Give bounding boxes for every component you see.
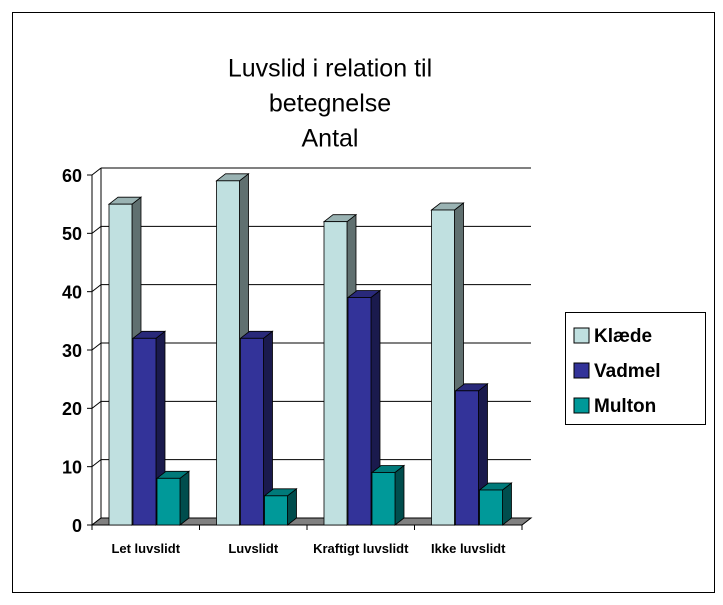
grid-line-side <box>91 459 102 468</box>
bar <box>323 221 348 526</box>
bar <box>479 489 503 526</box>
legend-swatch <box>573 362 590 379</box>
chart-title: betegnelse <box>269 90 391 118</box>
grid-line-side <box>91 284 102 293</box>
x-tick-label: Let luvslidt <box>111 541 181 556</box>
bar <box>108 203 133 526</box>
bar-side <box>179 470 190 526</box>
grid-line-side <box>91 342 102 351</box>
y-tick-label: 0 <box>72 516 82 536</box>
grid-line-side <box>91 400 102 409</box>
bar <box>431 209 455 526</box>
bar <box>455 390 479 526</box>
y-tick-label: 40 <box>62 282 82 302</box>
bar <box>371 472 396 526</box>
legend-swatch <box>573 397 590 414</box>
chart-title: Luvslid i relation til <box>228 55 432 83</box>
bar-side <box>394 464 405 526</box>
bar <box>132 337 157 526</box>
x-tick-label: Ikke luvslidt <box>431 541 506 556</box>
bar <box>156 477 181 526</box>
grid-line-side <box>91 225 102 234</box>
y-tick-label: 60 <box>62 166 82 186</box>
x-tick-label: Kraftigt luvslidt <box>313 541 409 556</box>
bar <box>216 180 240 526</box>
y-tick-label: 20 <box>62 399 82 419</box>
legend-label: Klæde <box>594 326 652 347</box>
legend-swatch <box>573 327 590 344</box>
bar <box>347 297 372 526</box>
grid-line-side <box>91 167 102 176</box>
chart-title: Antal <box>302 125 359 153</box>
legend-label: Vadmel <box>594 361 661 382</box>
y-tick-label: 50 <box>62 224 82 244</box>
bar <box>264 495 288 526</box>
legend-label: Multon <box>594 396 656 417</box>
y-tick-label: 30 <box>62 341 82 361</box>
bar <box>240 337 264 526</box>
x-tick-label: Luvslidt <box>228 541 279 556</box>
y-tick-label: 10 <box>62 457 82 477</box>
